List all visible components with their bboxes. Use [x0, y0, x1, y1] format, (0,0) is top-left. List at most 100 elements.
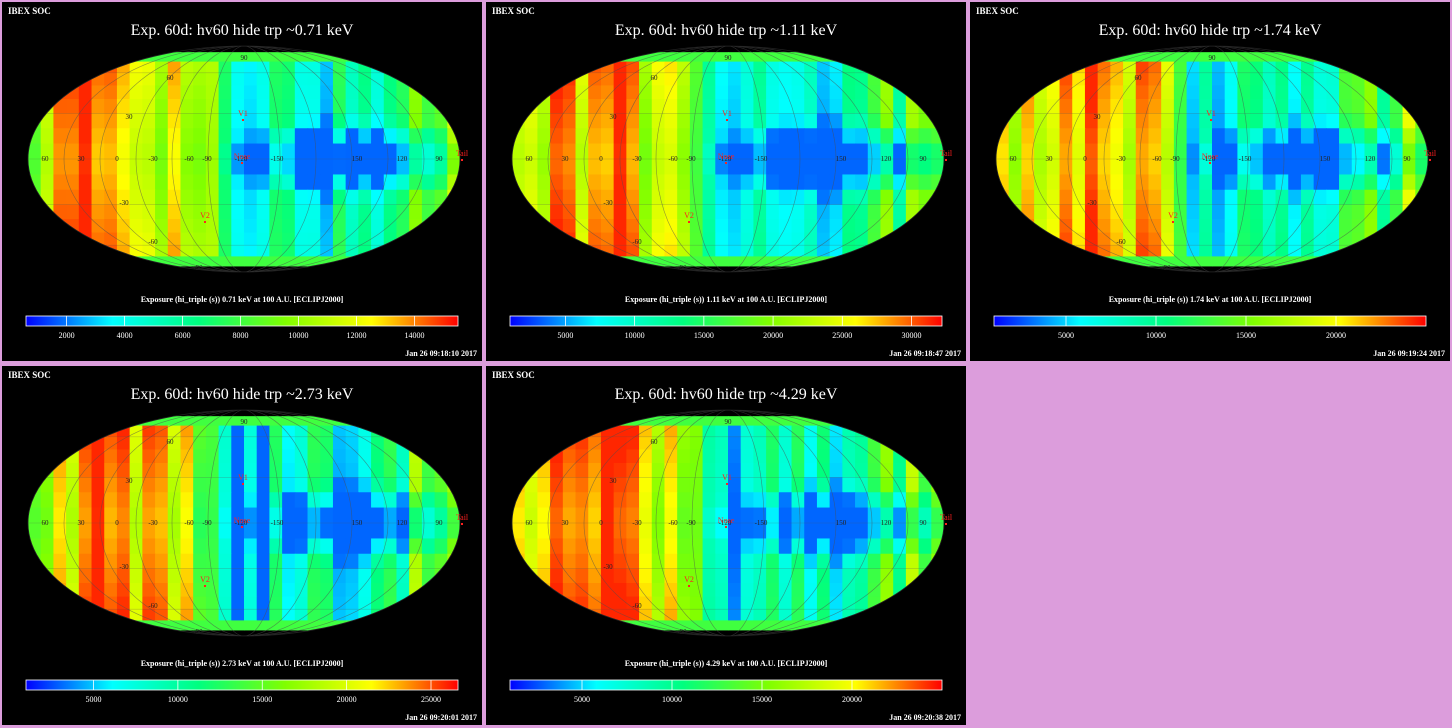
heatmap-cell — [269, 204, 283, 220]
heatmap-cell — [447, 128, 460, 145]
heatmap-cell — [1059, 245, 1073, 257]
heatmap-cell — [1021, 52, 1035, 63]
heatmap-cell — [1034, 245, 1048, 257]
heatmap-cell — [78, 204, 93, 220]
heatmap-cell — [677, 523, 691, 540]
heatmap-cell — [778, 245, 793, 257]
heatmap-cell — [537, 596, 551, 610]
heatmap-cell — [651, 477, 666, 493]
heatmap-cell — [434, 159, 448, 176]
heatmap-cell — [231, 218, 245, 234]
heatmap-cell — [447, 620, 460, 631]
heatmap-cell — [91, 425, 105, 438]
heatmap-cell — [664, 143, 678, 160]
heatmap-cell — [893, 416, 907, 427]
heatmap-cell — [1364, 99, 1378, 114]
heatmap-cell — [829, 609, 843, 621]
heatmap-cell — [205, 72, 220, 87]
heatmap-cell — [116, 128, 131, 145]
heatmap-cell — [244, 507, 258, 524]
sky-map: 60 30 0 -30 -60 -90 -120 -150 150 120 906030-30-60… — [993, 45, 1437, 340]
heatmap-cell — [231, 463, 245, 478]
heatmap-cell — [1097, 159, 1111, 176]
heatmap-cell — [842, 189, 856, 206]
heatmap-cell — [167, 113, 182, 129]
heatmap-cell — [320, 52, 334, 63]
meridian-line — [583, 410, 873, 636]
marker-dot — [1209, 162, 1211, 164]
heatmap-cell — [269, 256, 283, 267]
heatmap-cell — [1161, 159, 1175, 176]
colorbar-tick-label: 15000 — [1236, 331, 1256, 340]
heatmap-cell — [371, 99, 385, 114]
heatmap-cell — [677, 416, 691, 427]
heatmap-cell — [1402, 85, 1416, 100]
heatmap-cell — [816, 609, 831, 621]
heatmap-cell — [613, 113, 627, 129]
heatmap-cell — [1288, 52, 1302, 63]
heatmap-cell — [155, 582, 169, 598]
heatmap-cell — [116, 143, 131, 160]
heatmap-cell — [1275, 232, 1289, 246]
meridian-line — [583, 46, 873, 272]
heatmap-cell — [1339, 256, 1353, 267]
heatmap-cell — [740, 143, 755, 160]
map-panel: 60 30 0 -30 -60 -90 -120 -150 150 120 90 60 30 -30 -60… — [486, 2, 966, 361]
heatmap-cell — [626, 553, 640, 570]
meridian-line — [135, 410, 353, 636]
heatmap-cell — [1326, 143, 1340, 160]
heatmap-cell — [1250, 85, 1264, 100]
heatmap-cell — [664, 609, 678, 621]
heatmap-cell — [613, 492, 627, 509]
heatmap-cell — [28, 507, 42, 524]
heatmap-cell — [588, 449, 602, 464]
heatmap-cell — [1300, 174, 1315, 191]
heatmap-cell — [880, 568, 894, 584]
pole-label: -90 — [677, 628, 687, 636]
heatmap-cell — [753, 609, 767, 621]
heatmap-cell — [307, 204, 321, 220]
heatmap-cell — [1250, 159, 1264, 176]
heatmap-cell — [1415, 85, 1428, 100]
heatmap-cell — [728, 582, 742, 598]
longitude-label: 0 — [599, 155, 603, 163]
heatmap-cell — [1288, 99, 1302, 114]
heatmap-cell — [791, 113, 805, 129]
heatmap-cell — [778, 218, 793, 234]
heatmap-cell — [893, 568, 907, 584]
heatmap-cell — [715, 568, 729, 584]
heatmap-cell — [142, 128, 156, 145]
heatmap-cell — [116, 436, 131, 451]
heatmap-cell — [28, 245, 42, 257]
heatmap-cell — [447, 189, 460, 206]
heatmap-cell — [829, 553, 843, 570]
heatmap-cell — [1059, 189, 1073, 206]
heatmap-cell — [613, 568, 627, 584]
heatmap-cell — [218, 99, 232, 114]
heatmap-cell — [740, 609, 755, 621]
heatmap-cell — [142, 523, 156, 540]
heatmap-cell — [816, 538, 831, 555]
heatmap-cell — [269, 416, 283, 427]
heatmap-cell — [66, 596, 80, 610]
heatmap-cell — [677, 72, 691, 87]
heatmap-cell — [332, 113, 347, 129]
heatmap-cell — [167, 245, 182, 257]
heatmap-cell — [1326, 232, 1340, 246]
heatmap-cell — [345, 523, 359, 540]
heatmap-cell — [447, 245, 460, 257]
heatmap-cell — [66, 232, 80, 246]
heatmap-cell — [639, 492, 653, 509]
heatmap-cell — [104, 256, 118, 267]
heatmap-cell — [91, 582, 105, 598]
longitude-label: -60 — [668, 519, 678, 527]
map-outline — [27, 45, 461, 273]
meridian-line — [63, 410, 425, 636]
heatmap-cell — [383, 61, 398, 74]
heatmap-cell — [715, 128, 729, 145]
heatmap-cell — [78, 99, 93, 114]
heatmap-cell — [1224, 128, 1239, 145]
heatmap-cell — [1351, 113, 1366, 129]
heatmap-cell — [282, 568, 296, 584]
header-label: IBEX SOC — [8, 6, 51, 16]
